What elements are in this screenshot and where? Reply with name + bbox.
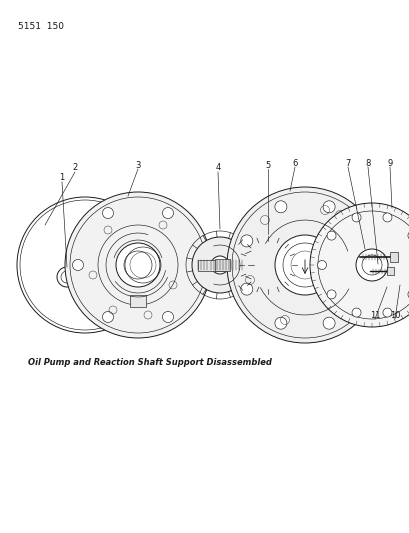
Circle shape <box>309 203 409 327</box>
Circle shape <box>351 308 360 317</box>
Circle shape <box>407 231 409 240</box>
Circle shape <box>407 290 409 299</box>
FancyBboxPatch shape <box>389 252 397 262</box>
Circle shape <box>240 235 252 247</box>
Circle shape <box>322 317 334 329</box>
Circle shape <box>274 201 286 213</box>
Text: 3: 3 <box>135 160 140 169</box>
Circle shape <box>356 235 368 247</box>
Circle shape <box>382 213 391 222</box>
Circle shape <box>102 207 113 219</box>
Text: 9: 9 <box>387 158 392 167</box>
Text: Oil Pump and Reaction Shaft Support Disassembled: Oil Pump and Reaction Shaft Support Disa… <box>28 358 271 367</box>
Circle shape <box>356 283 368 295</box>
Circle shape <box>17 197 153 333</box>
Circle shape <box>240 283 252 295</box>
Circle shape <box>227 187 382 343</box>
Circle shape <box>351 213 360 222</box>
Circle shape <box>192 260 203 271</box>
Circle shape <box>355 249 387 281</box>
Circle shape <box>259 257 275 273</box>
Circle shape <box>211 256 229 274</box>
Text: 10: 10 <box>389 311 399 319</box>
Text: 5: 5 <box>265 160 270 169</box>
Text: 2: 2 <box>72 164 77 173</box>
Text: 7: 7 <box>344 158 350 167</box>
Text: 1: 1 <box>59 174 65 182</box>
Circle shape <box>162 207 173 219</box>
Circle shape <box>322 201 334 213</box>
Circle shape <box>274 235 334 295</box>
Ellipse shape <box>329 247 339 283</box>
Ellipse shape <box>351 253 361 277</box>
Ellipse shape <box>341 249 351 281</box>
Circle shape <box>374 245 409 285</box>
Text: 5151  150: 5151 150 <box>18 22 64 31</box>
Circle shape <box>72 260 83 271</box>
Circle shape <box>274 317 286 329</box>
Circle shape <box>102 311 113 322</box>
Text: 8: 8 <box>364 158 370 167</box>
FancyBboxPatch shape <box>198 260 241 271</box>
Text: 6: 6 <box>292 158 297 167</box>
Circle shape <box>243 241 291 289</box>
Circle shape <box>65 192 211 338</box>
Circle shape <box>382 308 391 317</box>
Circle shape <box>191 237 247 293</box>
Circle shape <box>162 311 173 322</box>
Circle shape <box>326 290 335 299</box>
FancyBboxPatch shape <box>386 267 393 275</box>
FancyBboxPatch shape <box>130 295 146 307</box>
Text: 4: 4 <box>215 164 220 173</box>
Circle shape <box>116 243 160 287</box>
Circle shape <box>326 231 335 240</box>
FancyBboxPatch shape <box>214 259 229 271</box>
Circle shape <box>317 261 326 270</box>
Text: 11: 11 <box>369 311 379 319</box>
Circle shape <box>380 251 408 279</box>
